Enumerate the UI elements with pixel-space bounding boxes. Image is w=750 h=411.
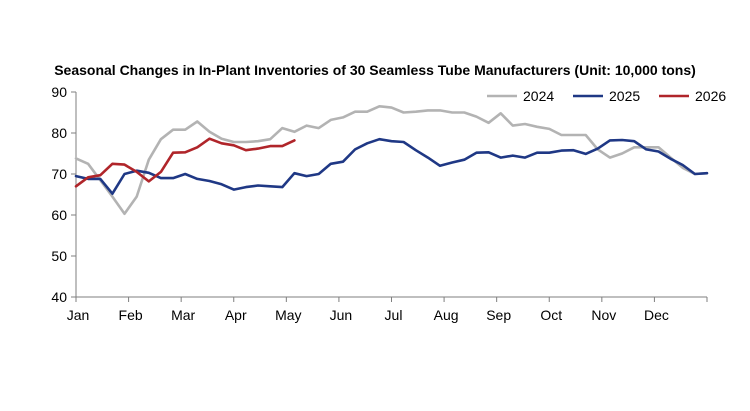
legend-label-2026: 2026 xyxy=(695,88,726,104)
chart-series-group xyxy=(74,105,709,216)
x-tick-label: Apr xyxy=(225,307,247,323)
x-tick-label: May xyxy=(275,307,301,323)
x-tick-label: Jan xyxy=(67,307,90,323)
y-tick-label: 90 xyxy=(51,84,67,100)
series-line-2025 xyxy=(74,137,709,195)
series-line-2026 xyxy=(74,137,296,188)
legend-label-2024: 2024 xyxy=(523,88,554,104)
x-tick-label: Aug xyxy=(434,307,459,323)
x-tick-label: Jun xyxy=(330,307,353,323)
x-tick-label: Oct xyxy=(540,307,562,323)
x-tick-label: Dec xyxy=(644,307,669,323)
y-tick-label: 50 xyxy=(51,248,67,264)
chart-axes: 40 50 60 70 80 90 Jan Feb Mar Apr May Jun Jul Aug Sep O… xyxy=(51,84,708,323)
x-tick-label: Mar xyxy=(171,307,195,323)
x-tick-label: Jul xyxy=(385,307,403,323)
y-tick-label: 60 xyxy=(51,207,67,223)
y-tick-label: 70 xyxy=(51,166,67,182)
legend-label-2025: 2025 xyxy=(609,88,640,104)
series-line-2024 xyxy=(74,105,709,216)
y-tick-label: 80 xyxy=(51,125,67,141)
chart-title: Seasonal Changes in In-Plant Inventories… xyxy=(54,62,696,78)
chart-legend: 2024 2025 2026 xyxy=(487,88,726,104)
y-tick-label: 40 xyxy=(51,289,67,305)
x-tick-label: Nov xyxy=(591,307,616,323)
x-tick-label: Feb xyxy=(119,307,143,323)
x-tick-label: Sep xyxy=(486,307,511,323)
